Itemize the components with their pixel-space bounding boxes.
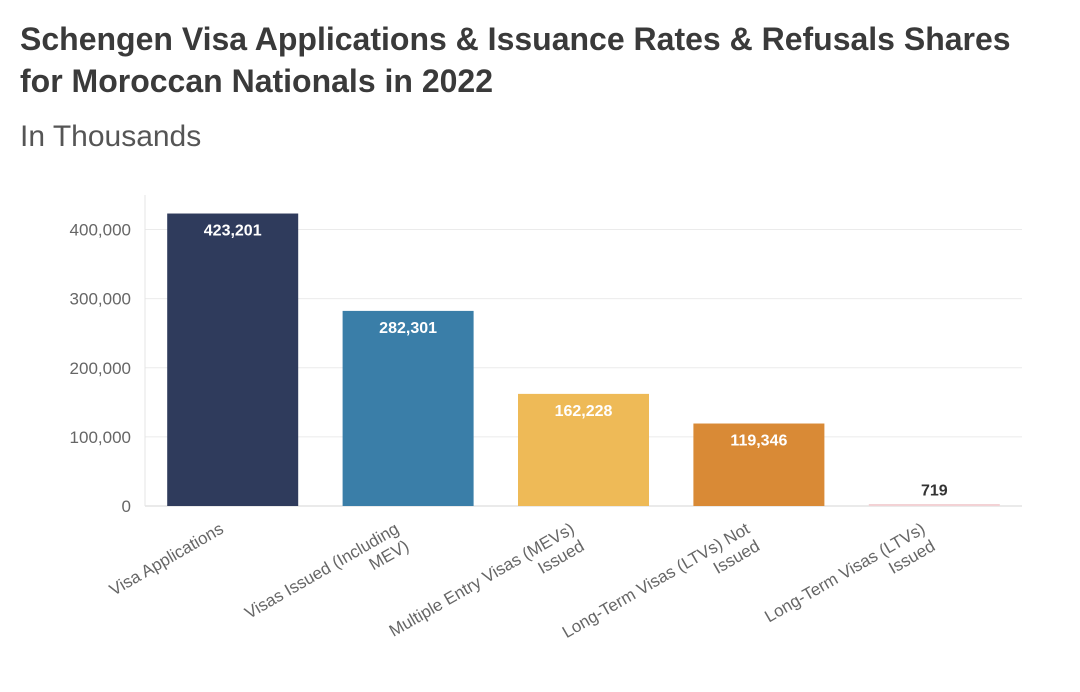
y-tick-label: 200,000 bbox=[70, 359, 131, 378]
y-tick-label: 0 bbox=[122, 497, 131, 516]
x-tick-label-line: Multiple Entry Visas (MEVs) bbox=[386, 519, 578, 641]
y-tick-label: 100,000 bbox=[70, 428, 131, 447]
x-tick-label: Long-Term Visas (LTVs) NotIssued bbox=[559, 519, 763, 659]
chart-subtitle: In Thousands bbox=[20, 120, 202, 153]
x-tick-label: Long-Term Visas (LTVs)Issued bbox=[761, 519, 938, 644]
x-axis: Visa Applications Visas Issued (Including… bbox=[106, 519, 938, 659]
bars bbox=[167, 213, 1000, 506]
data-label: 423,201 bbox=[204, 223, 262, 240]
chart-title: Schengen Visa Applications & Issuance Ra… bbox=[20, 21, 1011, 99]
bar bbox=[342, 310, 474, 506]
data-label: 162,228 bbox=[555, 403, 613, 420]
x-tick-label: Visas Issued (IncludingMEV) bbox=[241, 519, 412, 640]
y-tick-label: 400,000 bbox=[70, 221, 131, 240]
x-tick-label: Visa Applications bbox=[106, 519, 227, 600]
y-axis: 0 100,000 200,000 300,000 400,000 bbox=[70, 195, 146, 516]
data-labels: 423,201 282,301 162,228 119,346 719 bbox=[204, 223, 948, 500]
data-label: 282,301 bbox=[379, 320, 437, 337]
y-tick-label: 300,000 bbox=[70, 290, 131, 309]
bar bbox=[868, 504, 1000, 506]
bar bbox=[518, 393, 649, 506]
data-label: 119,346 bbox=[730, 433, 787, 450]
bar bbox=[693, 423, 825, 506]
x-tick-label-line: Visa Applications bbox=[106, 519, 227, 600]
data-label: 719 bbox=[921, 483, 948, 500]
x-tick-label: Multiple Entry Visas (MEVs)Issued bbox=[386, 519, 588, 658]
bar bbox=[167, 213, 299, 506]
x-tick-label-line: Long-Term Visas (LTVs) Not bbox=[559, 519, 753, 642]
